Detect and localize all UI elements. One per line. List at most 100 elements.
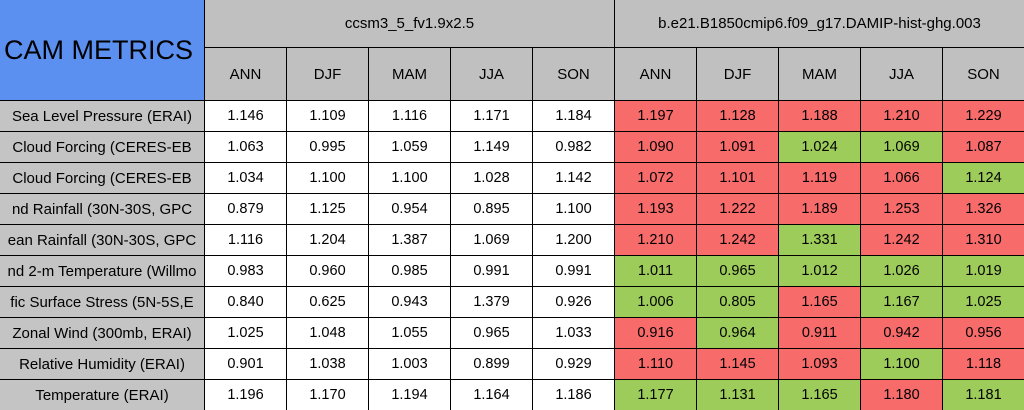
metric-cell: 1.033 — [533, 318, 614, 348]
metric-cell: 0.982 — [533, 132, 614, 162]
row-label: Temperature (ERAI) — [0, 380, 204, 410]
row-label: nd 2-m Temperature (Willmo — [0, 256, 204, 286]
metric-cell: 1.118 — [943, 349, 1024, 379]
metric-cell: 1.109 — [287, 101, 368, 131]
metric-cell: 1.210 — [861, 101, 942, 131]
metric-cell: 0.625 — [287, 287, 368, 317]
column-header: DJF — [697, 48, 778, 100]
column-header: ANN — [615, 48, 696, 100]
metric-cell: 1.034 — [205, 163, 286, 193]
metric-cell: 1.090 — [615, 132, 696, 162]
metric-cell: 1.188 — [779, 101, 860, 131]
metric-cell: 1.149 — [451, 132, 532, 162]
metric-cell: 1.165 — [779, 380, 860, 410]
metric-cell: 1.101 — [697, 163, 778, 193]
column-header: JJA — [861, 48, 942, 100]
metric-cell: 1.200 — [533, 225, 614, 255]
metric-cell: 0.991 — [533, 256, 614, 286]
metric-cell: 0.911 — [779, 318, 860, 348]
metric-cell: 1.100 — [369, 163, 450, 193]
metric-cell: 1.196 — [205, 380, 286, 410]
row-label: nd Rainfall (30N-30S, GPC — [0, 194, 204, 224]
row-label: Relative Humidity (ERAI) — [0, 349, 204, 379]
metric-cell: 0.995 — [287, 132, 368, 162]
metric-cell: 1.242 — [697, 225, 778, 255]
metric-cell: 1.012 — [779, 256, 860, 286]
metric-cell: 1.310 — [943, 225, 1024, 255]
metric-cell: 1.193 — [615, 194, 696, 224]
metric-cell: 1.003 — [369, 349, 450, 379]
column-header: SON — [943, 48, 1024, 100]
metric-cell: 1.180 — [861, 380, 942, 410]
group-header: b.e21.B1850cmip6.f09_g17.DAMIP-hist-ghg.… — [615, 0, 1024, 47]
metric-cell: 0.942 — [861, 318, 942, 348]
metric-cell: 0.965 — [697, 256, 778, 286]
metric-cell: 1.164 — [451, 380, 532, 410]
metric-cell: 0.805 — [697, 287, 778, 317]
metric-cell: 1.025 — [205, 318, 286, 348]
metric-cell: 1.063 — [205, 132, 286, 162]
metric-cell: 0.985 — [369, 256, 450, 286]
metric-cell: 1.116 — [205, 225, 286, 255]
metric-cell: 1.119 — [779, 163, 860, 193]
metric-cell: 1.242 — [861, 225, 942, 255]
metric-cell: 1.055 — [369, 318, 450, 348]
column-header: DJF — [287, 48, 368, 100]
group-header: ccsm3_5_fv1.9x2.5 — [205, 0, 614, 47]
metric-cell: 1.110 — [615, 349, 696, 379]
column-header: SON — [533, 48, 614, 100]
metric-cell: 1.124 — [943, 163, 1024, 193]
metric-cell: 1.069 — [861, 132, 942, 162]
metric-cell: 1.204 — [287, 225, 368, 255]
row-label: Cloud Forcing (CERES-EB — [0, 163, 204, 193]
metric-cell: 1.146 — [205, 101, 286, 131]
metric-cell: 1.229 — [943, 101, 1024, 131]
metric-cell: 1.189 — [779, 194, 860, 224]
metric-cell: 1.024 — [779, 132, 860, 162]
metric-cell: 0.943 — [369, 287, 450, 317]
metric-cell: 1.019 — [943, 256, 1024, 286]
metric-cell: 1.093 — [779, 349, 860, 379]
metric-cell: 0.965 — [451, 318, 532, 348]
metric-cell: 0.926 — [533, 287, 614, 317]
row-label: Zonal Wind (300mb, ERAI) — [0, 318, 204, 348]
metric-cell: 1.167 — [861, 287, 942, 317]
row-label: Sea Level Pressure (ERAI) — [0, 101, 204, 131]
metric-cell: 0.929 — [533, 349, 614, 379]
metric-cell: 1.165 — [779, 287, 860, 317]
metric-cell: 1.177 — [615, 380, 696, 410]
metric-cell: 1.116 — [369, 101, 450, 131]
metric-cell: 1.128 — [697, 101, 778, 131]
metric-cell: 1.066 — [861, 163, 942, 193]
metric-cell: 0.879 — [205, 194, 286, 224]
column-header: ANN — [205, 48, 286, 100]
metric-cell: 1.100 — [861, 349, 942, 379]
column-header: JJA — [451, 48, 532, 100]
metric-cell: 0.960 — [287, 256, 368, 286]
metric-cell: 1.194 — [369, 380, 450, 410]
metric-cell: 0.899 — [451, 349, 532, 379]
column-header: MAM — [369, 48, 450, 100]
metric-cell: 1.387 — [369, 225, 450, 255]
metric-cell: 1.125 — [287, 194, 368, 224]
metric-cell: 1.142 — [533, 163, 614, 193]
metric-cell: 1.210 — [615, 225, 696, 255]
metric-cell: 1.171 — [451, 101, 532, 131]
metric-cell: 1.091 — [697, 132, 778, 162]
metric-cell: 1.026 — [861, 256, 942, 286]
row-label: ean Rainfall (30N-30S, GPC — [0, 225, 204, 255]
metric-cell: 1.059 — [369, 132, 450, 162]
metric-cell: 1.326 — [943, 194, 1024, 224]
metric-cell: 1.072 — [615, 163, 696, 193]
metric-cell: 1.331 — [779, 225, 860, 255]
metric-cell: 0.983 — [205, 256, 286, 286]
metric-cell: 1.181 — [943, 380, 1024, 410]
metric-cell: 1.011 — [615, 256, 696, 286]
metric-cell: 0.901 — [205, 349, 286, 379]
metric-cell: 1.170 — [287, 380, 368, 410]
metric-cell: 1.222 — [697, 194, 778, 224]
metric-cell: 1.038 — [287, 349, 368, 379]
table-title: CAM METRICS — [0, 0, 204, 100]
metric-cell: 0.964 — [697, 318, 778, 348]
